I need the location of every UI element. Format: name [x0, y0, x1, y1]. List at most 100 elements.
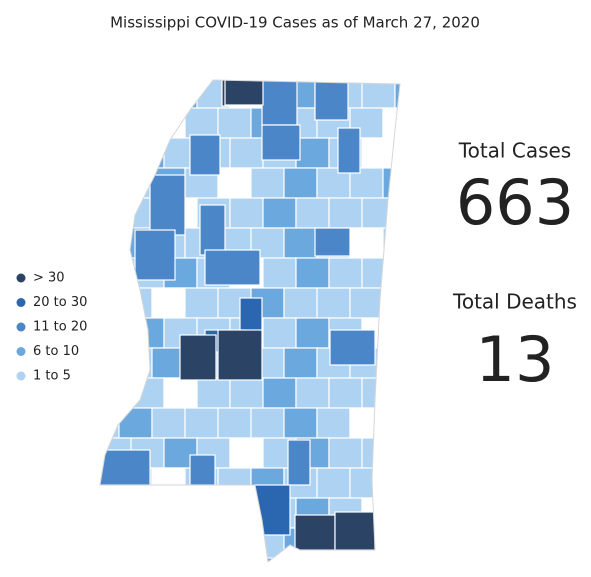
- county: [250, 167, 285, 199]
- county: [224, 80, 264, 106]
- legend-label: 6 to 10: [33, 344, 79, 359]
- county: [283, 287, 318, 319]
- county: [199, 204, 226, 256]
- county: [184, 287, 219, 319]
- county: [382, 347, 400, 379]
- county: [334, 511, 376, 551]
- county: [217, 467, 252, 499]
- county: [149, 174, 186, 236]
- county: [100, 449, 151, 486]
- county: [262, 197, 297, 229]
- county: [196, 557, 231, 562]
- county: [294, 514, 336, 551]
- county: [361, 137, 396, 169]
- county: [130, 137, 165, 169]
- county: [295, 317, 330, 349]
- county: [100, 197, 132, 229]
- county: [151, 107, 186, 139]
- county: [118, 527, 153, 559]
- county: [151, 527, 186, 559]
- county: [394, 80, 400, 109]
- county: [217, 527, 252, 559]
- county: [134, 229, 176, 281]
- legend-label: 20 to 30: [33, 295, 87, 310]
- county: [328, 437, 363, 469]
- county: [100, 377, 132, 409]
- county: [262, 257, 297, 289]
- county: [295, 557, 330, 562]
- county: [394, 377, 400, 409]
- county: [163, 80, 198, 109]
- county: [361, 80, 396, 109]
- county: [382, 407, 400, 439]
- county: [118, 407, 153, 439]
- county: [184, 407, 219, 439]
- county: [283, 167, 318, 199]
- county: [283, 227, 318, 259]
- county: [361, 257, 396, 289]
- county: [394, 257, 400, 289]
- county: [261, 80, 298, 126]
- county: [250, 407, 285, 439]
- county: [118, 347, 153, 379]
- county: [361, 437, 396, 469]
- county: [394, 437, 400, 469]
- county: [394, 137, 400, 169]
- county: [229, 557, 264, 562]
- county: [217, 407, 252, 439]
- county: [382, 167, 400, 199]
- county: [316, 287, 351, 319]
- county: [100, 80, 132, 109]
- county: [163, 497, 198, 529]
- county: [229, 197, 264, 229]
- county: [295, 137, 330, 169]
- county: [100, 557, 132, 562]
- county: [382, 227, 400, 259]
- county: [217, 107, 252, 139]
- county: [229, 437, 264, 469]
- county: [100, 287, 120, 319]
- county: [151, 287, 186, 319]
- county: [196, 497, 231, 529]
- county: [361, 197, 396, 229]
- county: [287, 439, 311, 486]
- county: [394, 197, 400, 229]
- county: [295, 257, 330, 289]
- county: [196, 377, 231, 409]
- county: [130, 80, 165, 109]
- county: [229, 137, 264, 169]
- county: [184, 527, 219, 559]
- county: [130, 377, 165, 409]
- county: [328, 197, 363, 229]
- county: [328, 377, 363, 409]
- county: [382, 527, 400, 559]
- county: [382, 107, 400, 139]
- county: [163, 377, 198, 409]
- county: [361, 377, 396, 409]
- county: [100, 527, 120, 559]
- state-outline: [99, 79, 401, 563]
- county: [189, 134, 221, 176]
- county: [100, 107, 120, 139]
- county: [184, 107, 219, 139]
- county: [100, 347, 120, 379]
- county: [130, 557, 165, 562]
- county: [100, 317, 132, 349]
- legend-swatch: [16, 347, 26, 356]
- county: [349, 407, 384, 439]
- county: [189, 454, 216, 486]
- county: [283, 407, 318, 439]
- county: [118, 167, 153, 199]
- legend-label: 11 to 20: [33, 320, 87, 335]
- county: [314, 80, 349, 121]
- county: [179, 334, 217, 381]
- county: [349, 227, 384, 259]
- county: [118, 287, 153, 319]
- county: [204, 249, 261, 286]
- county: [349, 287, 384, 319]
- county: [394, 317, 400, 349]
- county: [217, 167, 252, 199]
- total-deaths-label: Total Deaths: [452, 290, 577, 314]
- county: [163, 557, 198, 562]
- legend-swatch: [16, 273, 26, 283]
